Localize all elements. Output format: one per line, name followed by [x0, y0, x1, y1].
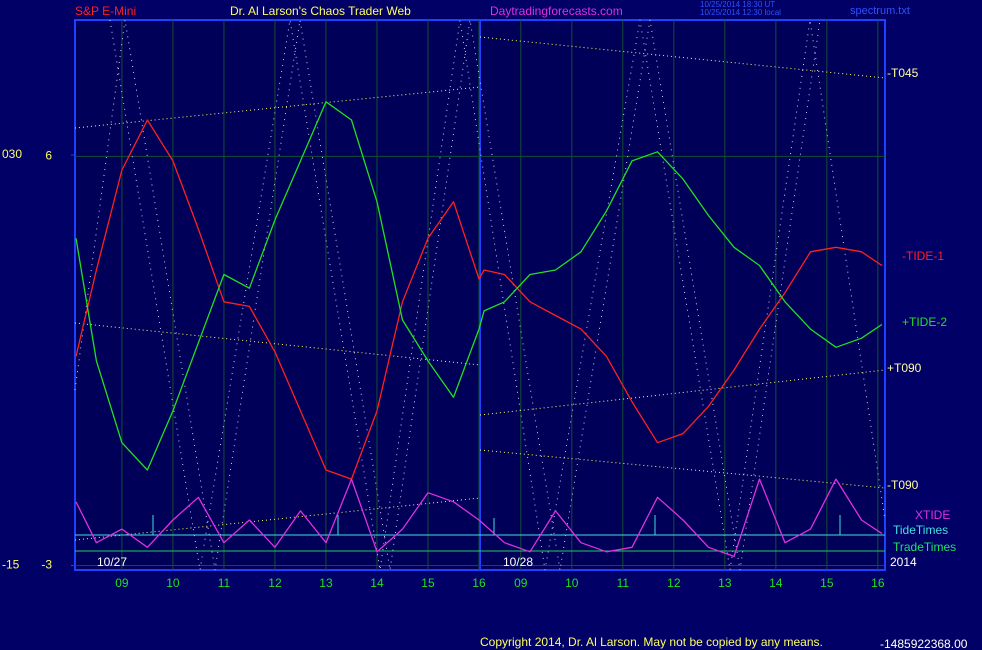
- series-label: -TIDE-1: [902, 249, 944, 263]
- x-tick-label: 11: [218, 576, 231, 590]
- x-tick-label: 09: [115, 576, 129, 590]
- x-tick-label: 11: [617, 576, 630, 590]
- x-tick-label: 16: [472, 576, 486, 590]
- site: Daytradingforecasts.com: [490, 4, 623, 18]
- x-tick-label: 15: [421, 576, 435, 590]
- x-tick-label: 10: [166, 576, 180, 590]
- stamp-local: 10/25/2014 12:30 local: [700, 8, 781, 17]
- day-label: 10/27: [97, 555, 127, 569]
- x-tick-label: 12: [268, 576, 282, 590]
- series-label: +TIDE-2: [902, 315, 947, 329]
- series-label: XTIDE: [915, 508, 950, 522]
- x-tick-label: 12: [667, 576, 681, 590]
- zigzag: [74, 19, 821, 571]
- tide-time-spikes: [152, 515, 841, 535]
- grid: [71, 20, 885, 570]
- x-tick-label: 09: [514, 576, 528, 590]
- x-tick-label: 14: [370, 576, 384, 590]
- footer-code: -1485922368.00: [880, 637, 968, 650]
- series-line: [75, 101, 883, 471]
- y-tick-label: -3: [41, 558, 52, 572]
- stamp-ut: 10/25/2014 18:30 UT: [700, 0, 775, 9]
- tide-times-label: TideTimes: [893, 523, 948, 537]
- chart-title: Dr. Al Larson's Chaos Trader Web: [230, 4, 411, 18]
- x-tick-label: 16: [871, 576, 885, 590]
- y2-tick-label: 030: [2, 147, 22, 161]
- day-label: 10/28: [503, 555, 533, 569]
- x-tick-label: 13: [718, 576, 732, 590]
- series-line: [75, 119, 883, 480]
- t045-label: -T045: [887, 66, 919, 80]
- x-tick-label: 15: [820, 576, 834, 590]
- copyright: Copyright 2014, Dr. Al Larson. May not b…: [480, 635, 823, 649]
- x-tick-label: 10: [565, 576, 579, 590]
- t090-minus-label: -T090: [887, 478, 919, 492]
- year-label: 2014: [890, 555, 917, 569]
- series-line: [75, 478, 883, 558]
- t090-plus-label: +T090: [887, 361, 922, 375]
- instrument: S&P E-Mini: [75, 4, 136, 18]
- cycle-zigzags: [74, 19, 886, 571]
- y2-tick-label: -15: [2, 558, 20, 572]
- trade-times-label: TradeTimes: [893, 540, 956, 554]
- x-tick-label: 14: [769, 576, 783, 590]
- y-tick-label: 6: [45, 149, 52, 163]
- x-tick-label: 13: [319, 576, 333, 590]
- series-layer: [75, 101, 883, 558]
- file-name: spectrum.txt: [850, 5, 910, 17]
